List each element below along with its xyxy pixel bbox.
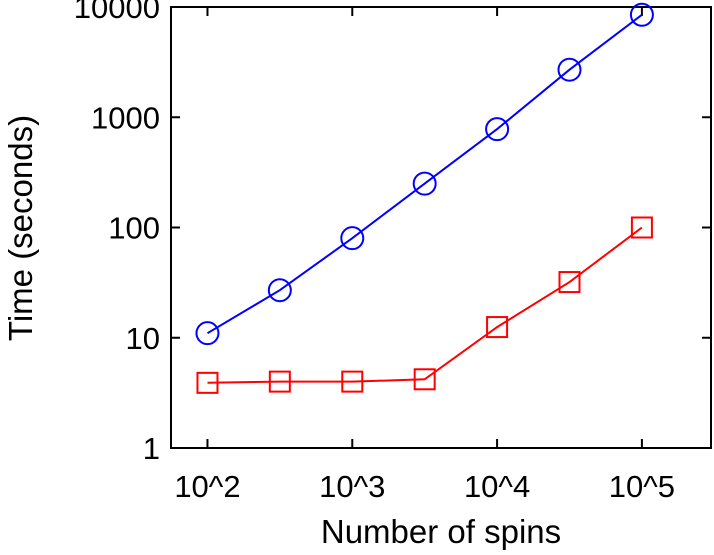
series-2-point xyxy=(486,316,509,339)
series-1 xyxy=(195,2,654,346)
series-2-point xyxy=(630,216,653,239)
x-tick-label: 10^2 xyxy=(174,469,240,504)
series-1-point xyxy=(629,2,654,27)
series-layer xyxy=(195,2,654,394)
y-tick-label: 1 xyxy=(143,431,160,466)
series-2-line xyxy=(207,226,643,384)
series-2-point xyxy=(558,271,581,294)
series-1-point xyxy=(557,57,582,82)
series-2 xyxy=(196,216,653,394)
y-tick-label: 10000 xyxy=(74,0,160,25)
y-tick-label: 1000 xyxy=(91,100,160,135)
series-1-point xyxy=(340,226,365,251)
x-tick-label: 10^4 xyxy=(464,469,530,504)
x-tick-label: 10^5 xyxy=(609,469,675,504)
x-tick-label: 10^3 xyxy=(319,469,385,504)
y-tick-label: 100 xyxy=(108,211,160,246)
x-axis-label: Number of spins xyxy=(321,513,561,550)
series-1-point xyxy=(412,171,437,196)
series-2-point xyxy=(268,370,291,393)
series-1-point xyxy=(267,278,292,303)
series-2-point xyxy=(196,371,219,394)
series-2-point xyxy=(341,370,364,393)
series-1-point xyxy=(485,117,510,142)
series-2-point xyxy=(413,368,436,391)
plot-area xyxy=(170,6,712,449)
series-1-line xyxy=(206,14,643,335)
y-tick-label: 10 xyxy=(126,321,160,356)
y-axis-label: Time (seconds) xyxy=(2,115,39,341)
series-1-point xyxy=(195,321,220,346)
axis-ticks: 10^2 10^3 10^4 10^5 1 10 100 1000 10000 xyxy=(74,0,711,504)
